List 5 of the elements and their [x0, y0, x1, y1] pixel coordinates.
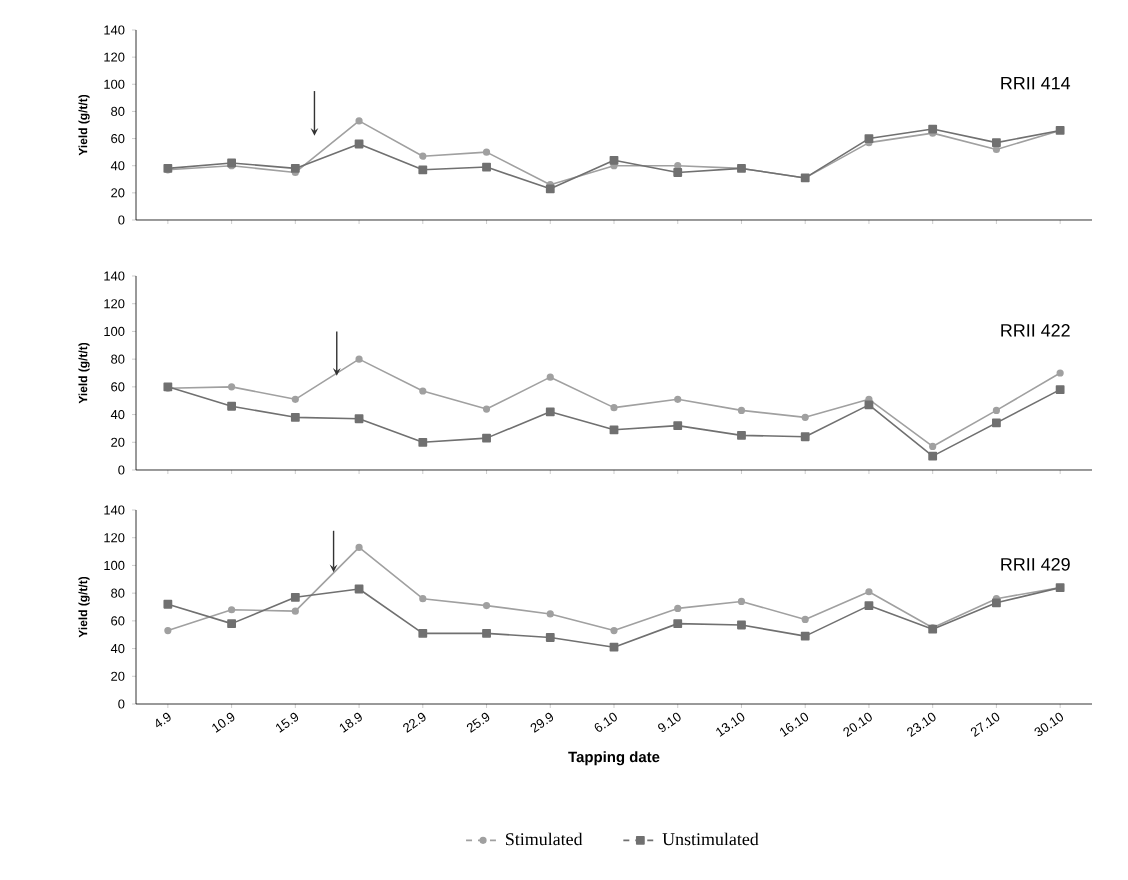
text: RRII 414 [1001, 77, 1071, 90]
legend-label: Stimulated [506, 832, 583, 846]
text: RRII 429 [1001, 557, 1070, 571]
legend-label: Unstimulated [662, 832, 759, 846]
text: RRII 422 [1001, 324, 1070, 337]
